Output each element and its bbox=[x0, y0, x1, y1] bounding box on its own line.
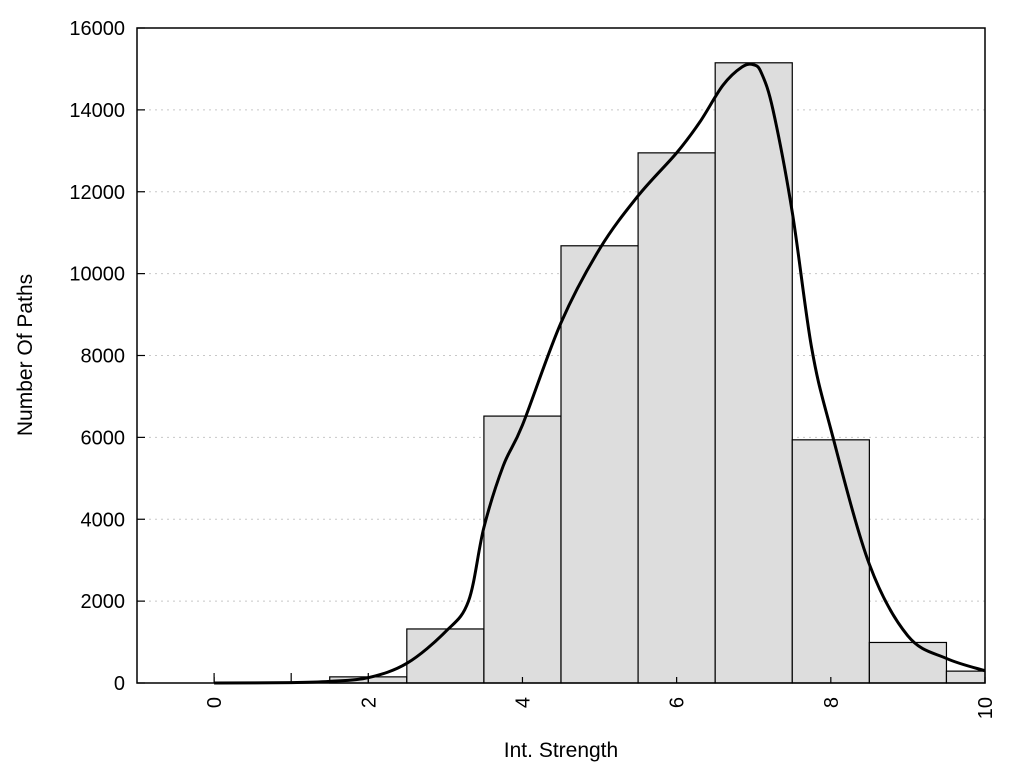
x-tick-label: 6 bbox=[667, 697, 689, 708]
x-axis-ticks: 0 2 4 6 8 10 bbox=[204, 673, 997, 719]
y-tick-label: 4000 bbox=[81, 509, 126, 531]
y-axis-label: Number Of Paths bbox=[14, 274, 37, 436]
bar bbox=[637, 152, 716, 684]
x-tick-label: 4 bbox=[512, 697, 534, 708]
y-tick-label: 12000 bbox=[69, 182, 125, 204]
bar bbox=[483, 415, 562, 684]
y-tick-label: 0 bbox=[114, 673, 125, 695]
density-curve bbox=[214, 62, 986, 685]
x-tick-label: 0 bbox=[204, 697, 226, 708]
y-axis-ticks: 0 2000 4000 6000 8000 10000 12000 14000 16000 bbox=[69, 18, 145, 695]
bars bbox=[329, 62, 986, 684]
x-tick-label: 2 bbox=[358, 697, 380, 708]
y-tick-label: 14000 bbox=[69, 100, 125, 122]
bar bbox=[560, 245, 639, 684]
x-axis-label: Int. Strength bbox=[504, 739, 618, 762]
bar bbox=[714, 62, 793, 684]
y-tick-label: 6000 bbox=[81, 427, 126, 449]
x-tick-label: 10 bbox=[975, 697, 997, 719]
y-tick-label: 2000 bbox=[81, 591, 126, 613]
y-tick-label: 10000 bbox=[69, 264, 125, 286]
y-tick-label: 8000 bbox=[81, 346, 126, 368]
bar bbox=[868, 641, 948, 684]
bar bbox=[945, 670, 986, 684]
bar bbox=[791, 439, 870, 684]
x-tick-label: 8 bbox=[821, 697, 843, 708]
y-tick-label: 16000 bbox=[69, 18, 125, 40]
